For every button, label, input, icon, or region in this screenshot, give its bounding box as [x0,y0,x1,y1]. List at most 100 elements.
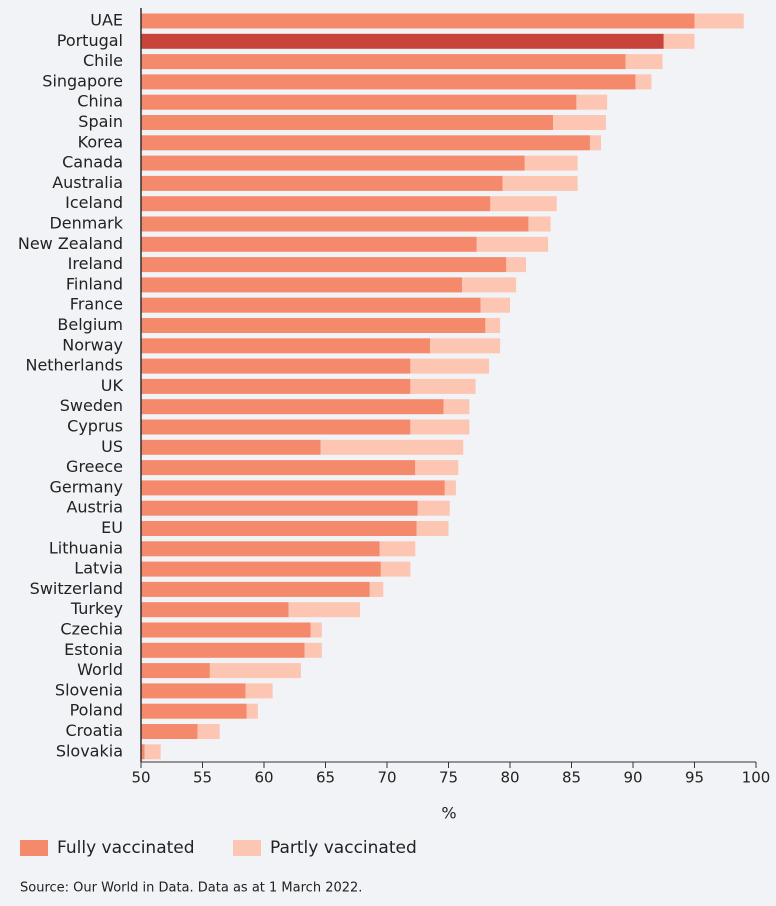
y-tick-label: Germany [49,477,123,496]
bar [141,581,370,597]
bar [553,115,606,130]
bar [141,744,145,760]
y-tick-label: Sweden [60,396,123,415]
y-tick-label: Australia [52,173,123,192]
y-tick-label: Iceland [65,193,123,212]
y-tick-label: Netherlands [25,356,123,375]
bar [141,724,198,739]
y-tick-label: Greece [66,457,123,476]
bar [141,33,664,49]
bar [576,94,608,110]
y-tick-label: Ireland [68,254,123,273]
bar [310,622,322,638]
y-tick-label: New Zealand [18,234,123,253]
bar [209,663,301,679]
bar [415,460,459,476]
bar [141,541,380,557]
bar [141,419,411,435]
bar [141,74,636,90]
x-tick-label: 90 [623,769,642,787]
y-tick-label: Spain [78,112,123,131]
y-tick-label: EU [101,518,123,537]
y-tick-label: Korea [78,132,123,151]
bar [369,581,384,597]
y-tick-label: UAE [90,11,123,30]
bar [141,642,305,658]
bar [462,277,517,293]
bar [246,703,258,719]
bar [141,216,529,232]
bar [141,196,491,212]
y-tick-label: China [77,92,123,111]
bar [490,196,557,212]
bar [485,318,501,333]
y-tick-label: Chile [83,51,123,70]
x-tick-label: 70 [377,769,396,787]
bar [141,399,444,415]
x-tick-label: 80 [500,769,519,787]
bar [141,500,418,516]
bar [480,297,510,313]
bar [141,460,416,476]
bar [141,358,411,374]
x-tick-label: 95 [685,769,704,787]
bar [141,521,417,536]
bar [410,358,490,374]
x-tick-label: 60 [254,769,273,787]
bar [410,378,476,394]
bar [379,541,416,557]
x-tick-label: 75 [439,769,458,787]
y-tick-label: Denmark [49,214,123,233]
y-tick-label: France [70,295,123,314]
bar [430,338,501,354]
x-tick-label: 85 [562,769,581,787]
y-tick-label: Finland [66,274,123,293]
y-tick-label: Austria [66,498,123,517]
x-axis-label: % [441,804,456,823]
bar [304,642,322,658]
bar [197,724,220,739]
bar [417,500,450,516]
bar [144,744,161,760]
x-tick-label: 65 [316,769,335,787]
bar [141,338,431,354]
y-tick-label: Turkey [70,599,123,618]
bar [288,602,360,618]
bar [380,561,411,577]
bar [141,480,445,496]
y-tick-label: UK [101,376,124,395]
bar [141,622,311,638]
bar [141,257,507,273]
y-tick-label: Norway [62,335,123,354]
y-tick-label: Switzerland [30,579,123,598]
legend-label: Partly vaccinated [270,838,417,858]
legend-swatch [20,840,48,856]
bar [141,54,626,70]
x-tick-label: 50 [131,769,150,787]
bar [141,155,525,171]
bar [141,236,477,252]
bar [444,480,456,496]
bar [476,236,549,252]
x-tick-label: 55 [193,769,212,787]
bar [141,561,381,577]
y-tick-label: Czechia [60,620,123,639]
bar [141,439,321,455]
bar [141,378,411,394]
y-tick-label: Belgium [57,315,123,334]
bar [443,399,470,415]
bar [589,135,602,151]
x-tick-label: 100 [742,769,771,787]
bar [141,602,289,618]
bar [141,94,577,110]
bar [410,419,470,435]
bar [506,257,526,273]
bar [141,703,247,719]
bar [245,683,273,699]
y-tick-label: Slovenia [55,680,123,699]
bar [141,135,590,151]
bar [141,683,246,699]
bar [320,439,464,455]
y-tick-label: Canada [62,153,123,172]
